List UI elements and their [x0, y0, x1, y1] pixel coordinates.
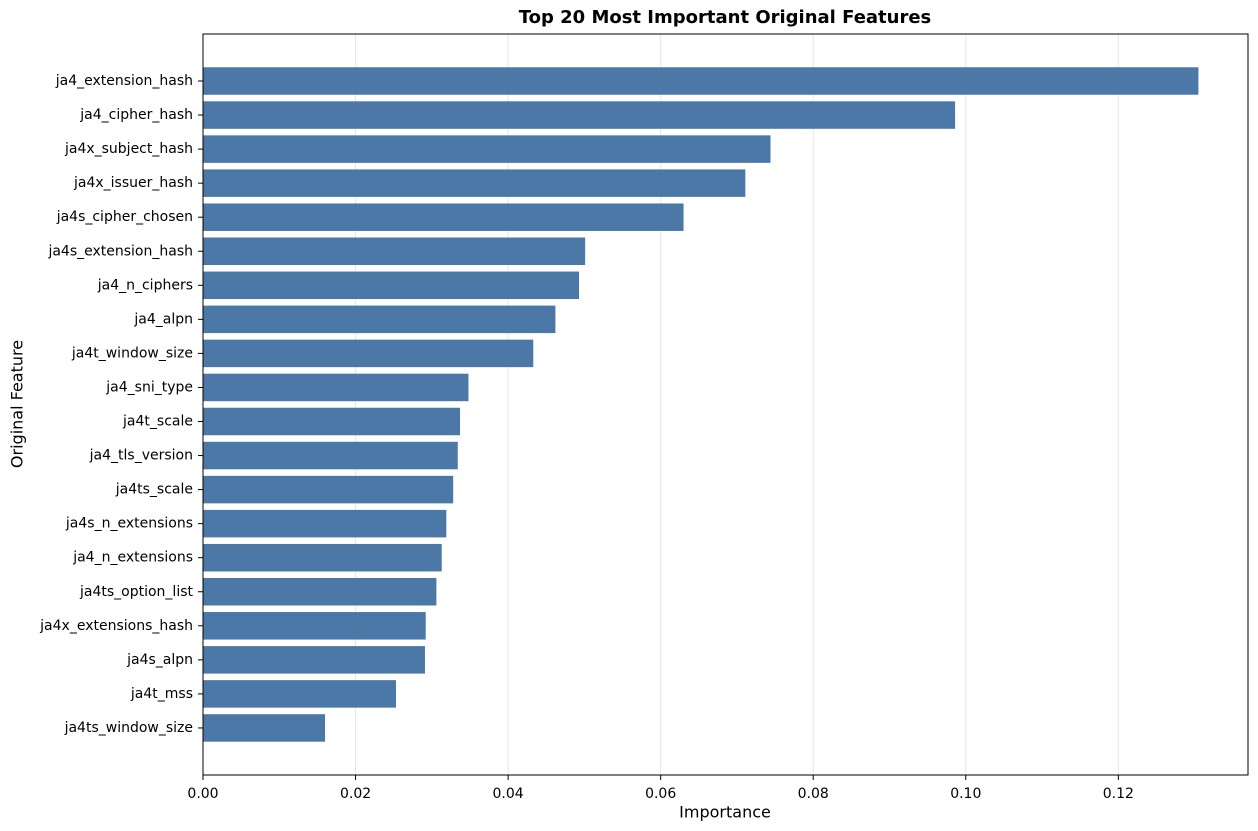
bar [203, 339, 534, 368]
y-tick-label: ja4t_window_size [71, 345, 193, 361]
bar [203, 714, 326, 742]
bars [203, 67, 1199, 742]
bar [203, 203, 684, 231]
x-tick-label: 0.08 [798, 786, 829, 802]
bar [203, 612, 426, 640]
x-tick-label: 0.10 [950, 786, 981, 802]
x-tick-label: 0.12 [1103, 786, 1134, 802]
y-tick-label: ja4t_mss [130, 686, 193, 702]
bar [203, 680, 396, 708]
bar [203, 646, 425, 674]
y-tick-label: ja4x_issuer_hash [73, 175, 193, 191]
y-tick-label: ja4t_scale [122, 414, 193, 430]
x-tick-label: 0.02 [340, 786, 371, 802]
bar [203, 441, 458, 470]
y-tick-label: ja4_sni_type [105, 379, 193, 395]
y-tick-label: ja4s_alpn [126, 652, 193, 668]
y-tick-label: ja4ts_scale [115, 482, 193, 498]
x-axis-label: Importance [679, 803, 771, 822]
bar [203, 237, 586, 265]
y-tick-label: ja4_extension_hash [55, 73, 193, 89]
x-tick-label: 0.06 [645, 786, 676, 802]
bar [203, 67, 1199, 95]
y-tick-label: ja4s_n_extensions [65, 516, 193, 532]
y-tick-label: ja4s_extension_hash [47, 243, 193, 259]
y-tick-label: ja4s_cipher_chosen [56, 209, 193, 225]
y-axis-label: Original Feature [8, 340, 27, 468]
y-tick-label: ja4_cipher_hash [79, 107, 193, 123]
y-tick-label: ja4_n_ciphers [97, 277, 193, 293]
bar [203, 271, 580, 300]
bar [203, 543, 442, 572]
y-tick-label: ja4x_subject_hash [64, 141, 193, 157]
y-tick-label: ja4ts_option_list [79, 584, 194, 600]
bar [203, 305, 556, 334]
y-tick-label: ja4_tls_version [89, 448, 193, 464]
x-tick-label: 0.00 [187, 786, 218, 802]
bar [203, 407, 461, 436]
bar [203, 509, 447, 538]
bar [203, 373, 469, 402]
y-tick-label: ja4ts_window_size [64, 720, 193, 736]
x-tick-label: 0.04 [493, 786, 524, 802]
bar [203, 475, 454, 504]
y-tick-label: ja4x_extensions_hash [39, 618, 193, 634]
bar [203, 169, 746, 197]
y-tick-label: ja4_alpn [133, 311, 193, 327]
chart-title: Top 20 Most Important Original Features [519, 7, 932, 28]
y-tick-label: ja4_n_extensions [72, 550, 193, 566]
bar [203, 578, 437, 606]
bar [203, 101, 956, 129]
plot-frame [202, 33, 1249, 776]
bar [203, 135, 771, 163]
